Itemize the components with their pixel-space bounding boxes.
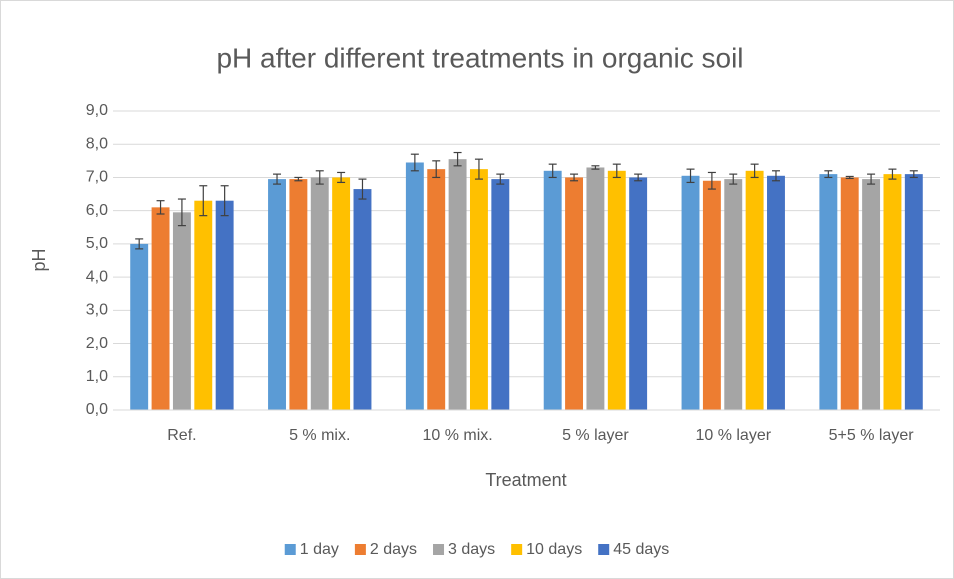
error-bar <box>220 185 229 217</box>
legend-label: 3 days <box>448 541 495 558</box>
error-bar <box>548 163 557 179</box>
legend-label: 10 days <box>526 541 582 558</box>
bar <box>586 167 605 410</box>
error-bar <box>729 173 738 185</box>
x-tick-label: 5 % mix. <box>289 427 350 444</box>
legend-swatch <box>598 544 610 555</box>
bar <box>904 174 923 410</box>
x-tick-label: Ref. <box>167 427 196 444</box>
bar <box>130 243 149 410</box>
y-tick-label: 8,0 <box>86 135 108 152</box>
legend-swatch <box>354 544 366 555</box>
error-bar <box>591 165 600 170</box>
error-bar <box>824 170 833 179</box>
bar <box>194 200 213 410</box>
y-tick-label: 1,0 <box>86 368 108 385</box>
error-bar <box>410 153 419 172</box>
legend-label: 1 day <box>300 541 339 558</box>
legend-label: 45 days <box>613 541 669 558</box>
bar <box>607 170 626 410</box>
legend-swatch <box>433 544 445 555</box>
bar <box>491 179 510 410</box>
bar <box>819 174 838 410</box>
error-bar <box>135 238 144 250</box>
bar <box>469 169 488 410</box>
bar <box>629 177 648 410</box>
y-tick-label: 5,0 <box>86 235 108 252</box>
error-bar <box>750 163 759 179</box>
bar <box>681 175 700 410</box>
error-bar <box>273 173 282 185</box>
bar <box>268 179 286 410</box>
bar <box>702 180 721 410</box>
bar <box>289 179 308 410</box>
x-axis-label: Treatment <box>485 470 566 490</box>
error-bar <box>888 168 897 180</box>
bar <box>151 207 170 410</box>
chart-title: pH after different treatments in organic… <box>216 42 743 73</box>
bar <box>310 177 329 410</box>
y-tick-label: 2,0 <box>86 335 108 352</box>
error-bar <box>432 160 441 179</box>
y-tick-label: 6,0 <box>86 202 108 219</box>
bar <box>745 170 764 410</box>
error-bar <box>474 158 483 180</box>
error-bar <box>177 198 186 227</box>
bar <box>215 200 234 410</box>
bar <box>405 162 424 410</box>
error-bar <box>496 173 505 185</box>
bar <box>767 175 785 410</box>
x-tick-label: 10 % mix. <box>422 427 492 444</box>
bar <box>883 174 902 410</box>
error-bar <box>337 171 346 184</box>
x-tick-label: 5 % layer <box>562 427 629 444</box>
bar <box>840 177 859 410</box>
y-tick-label: 7,0 <box>86 169 108 186</box>
x-tick-label: 10 % layer <box>695 427 771 444</box>
error-bar <box>867 173 876 185</box>
bar <box>565 177 584 410</box>
x-tick-label: 5+5 % layer <box>829 427 915 444</box>
bar <box>862 179 881 410</box>
error-bar <box>294 176 303 182</box>
bar <box>543 170 562 410</box>
y-tick-label: 3,0 <box>86 302 108 319</box>
error-bar <box>634 173 643 182</box>
y-tick-label: 0,0 <box>86 401 108 418</box>
y-tick-label: 4,0 <box>86 268 108 285</box>
error-bar <box>315 170 324 185</box>
error-bar <box>570 173 579 182</box>
error-bar <box>156 200 165 215</box>
error-bar <box>612 163 621 179</box>
error-bar <box>707 171 716 190</box>
bar <box>332 177 351 410</box>
error-bar <box>909 170 918 179</box>
error-bar <box>199 185 208 217</box>
error-bar <box>771 170 780 182</box>
bar <box>427 169 446 410</box>
bar <box>353 189 372 410</box>
error-bar <box>686 168 695 184</box>
y-axis-label: pH <box>29 248 49 271</box>
bar <box>724 179 743 410</box>
legend-swatch <box>284 544 296 555</box>
error-bar <box>358 178 367 200</box>
legend-label: 2 days <box>370 541 417 558</box>
bar <box>448 159 467 410</box>
bar <box>172 212 191 410</box>
y-tick-label: 9,0 <box>86 102 108 119</box>
error-bar <box>453 151 462 167</box>
error-bar <box>845 175 854 180</box>
legend-swatch <box>511 544 523 555</box>
